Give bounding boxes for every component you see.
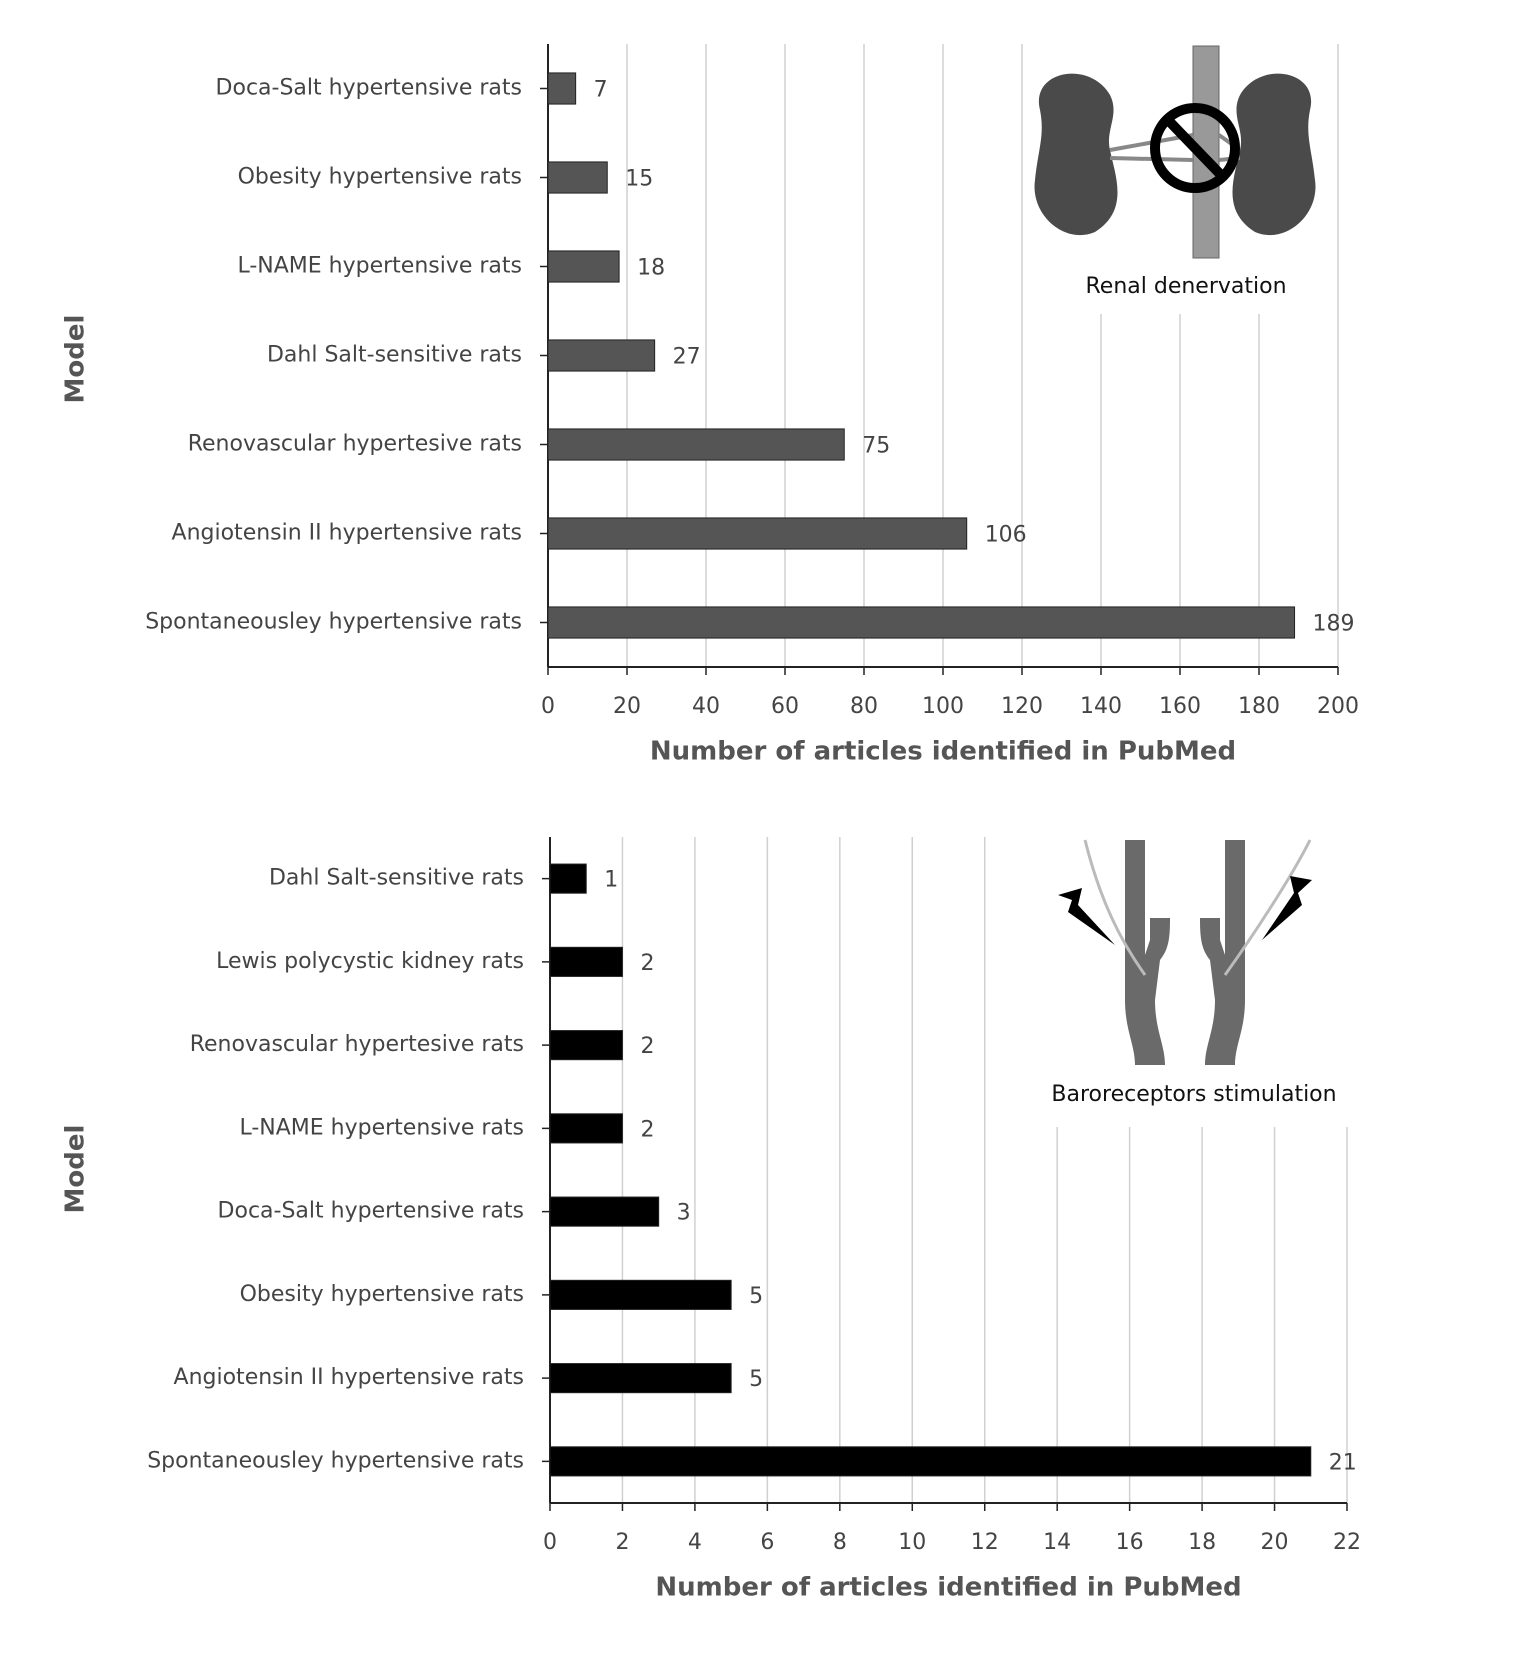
x-tick-label: 140 xyxy=(1080,694,1122,719)
x-tick-label: 4 xyxy=(688,1530,702,1555)
bar xyxy=(547,517,968,550)
bar xyxy=(549,1196,660,1227)
x-tick-label: 6 xyxy=(760,1530,774,1555)
bar xyxy=(547,428,845,461)
data-label: 2 xyxy=(640,1117,654,1142)
x-axis-title: Number of articles identified in PubMed xyxy=(650,737,1236,767)
data-label: 3 xyxy=(677,1201,691,1226)
y-tick-label: L-NAME hypertensive rats xyxy=(239,1115,524,1140)
y-tick-label: Obesity hypertensive rats xyxy=(240,1282,524,1307)
bar xyxy=(549,1113,623,1144)
bar xyxy=(549,1030,623,1061)
x-tick-label: 120 xyxy=(1001,694,1043,719)
y-axis-title: Model xyxy=(61,1125,91,1214)
y-axis-title: Model xyxy=(61,315,91,404)
x-tick-label: 12 xyxy=(971,1530,999,1555)
nerves xyxy=(1083,839,1312,976)
x-tick-label: 20 xyxy=(1261,1530,1289,1555)
x-tick-label: 200 xyxy=(1317,694,1359,719)
kidney-left xyxy=(1034,73,1118,236)
y-tick-label: Renovascular hypertesive rats xyxy=(190,1032,524,1057)
y-tick-label: Dahl Salt-sensitive rats xyxy=(267,343,522,368)
y-tick-label: Doca-Salt hypertensive rats xyxy=(216,76,522,101)
y-tick-label: Spontaneousley hypertensive rats xyxy=(147,1448,524,1473)
x-tick-label: 10 xyxy=(898,1530,926,1555)
prohibit-slash xyxy=(1164,116,1226,180)
y-tick-label: Renovascular hypertesive rats xyxy=(188,432,522,457)
bar xyxy=(547,339,656,372)
data-label: 18 xyxy=(637,256,665,281)
bar xyxy=(549,946,623,977)
bar xyxy=(547,606,1296,639)
lightning-right xyxy=(1262,876,1312,940)
renal-illustration xyxy=(1029,44,1334,314)
x-tick-label: 160 xyxy=(1159,694,1201,719)
lightning-left xyxy=(1058,888,1115,945)
data-label: 2 xyxy=(640,951,654,976)
data-label: 1 xyxy=(604,868,618,893)
x-tick-label: 0 xyxy=(543,1530,557,1555)
x-tick-label: 14 xyxy=(1043,1530,1071,1555)
x-tick-label: 22 xyxy=(1333,1530,1361,1555)
x-tick-label: 8 xyxy=(833,1530,847,1555)
x-tick-label: 16 xyxy=(1116,1530,1144,1555)
y-tick-label: Angiotensin II hypertensive rats xyxy=(172,521,522,546)
x-tick-label: 80 xyxy=(850,694,878,719)
bar xyxy=(549,1363,732,1394)
bar xyxy=(547,250,620,283)
x-tick-label: 60 xyxy=(771,694,799,719)
y-tick-label: Doca-Salt hypertensive rats xyxy=(218,1199,524,1224)
x-axis-title: Number of articles identified in PubMed xyxy=(655,1573,1241,1603)
inset-title: Baroreceptors stimulation xyxy=(1051,1082,1336,1107)
data-label: 75 xyxy=(862,434,890,459)
data-label: 5 xyxy=(749,1284,763,1309)
data-label: 27 xyxy=(673,345,701,370)
bar xyxy=(549,863,587,894)
bar xyxy=(547,72,577,105)
x-tick-label: 2 xyxy=(615,1530,629,1555)
x-tick-label: 18 xyxy=(1188,1530,1216,1555)
inset-title: Renal denervation xyxy=(1085,274,1286,299)
x-tick-label: 20 xyxy=(613,694,641,719)
data-label: 2 xyxy=(640,1034,654,1059)
baroreceptor-illustration xyxy=(1050,837,1350,1127)
x-tick-label: 40 xyxy=(692,694,720,719)
data-label: 21 xyxy=(1329,1450,1357,1475)
artery-left xyxy=(1125,840,1170,1065)
x-tick-label: 0 xyxy=(541,694,555,719)
data-label: 15 xyxy=(625,167,653,192)
bar xyxy=(549,1279,732,1310)
x-tick-label: 100 xyxy=(922,694,964,719)
y-tick-label: Lewis polycystic kidney rats xyxy=(216,949,524,974)
y-tick-label: Dahl Salt-sensitive rats xyxy=(269,866,524,891)
data-label: 106 xyxy=(985,523,1027,548)
data-label: 189 xyxy=(1313,612,1355,637)
data-label: 5 xyxy=(749,1367,763,1392)
kidney-right xyxy=(1232,73,1316,236)
x-tick-label: 180 xyxy=(1238,694,1280,719)
bar xyxy=(547,161,608,194)
y-tick-label: Angiotensin II hypertensive rats xyxy=(174,1365,524,1390)
artery-right xyxy=(1200,840,1245,1065)
data-label: 7 xyxy=(594,78,608,103)
bar xyxy=(549,1446,1312,1477)
prohibit-circle xyxy=(1150,103,1240,193)
y-tick-label: Spontaneousley hypertensive rats xyxy=(145,610,522,635)
y-tick-label: Obesity hypertensive rats xyxy=(238,165,522,190)
y-tick-label: L-NAME hypertensive rats xyxy=(237,254,522,279)
